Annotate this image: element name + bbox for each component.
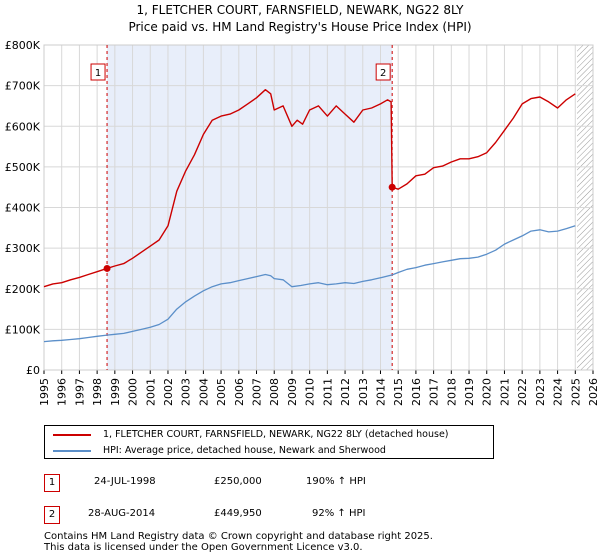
x-tick-label: 2012 — [339, 378, 352, 406]
y-tick-label: £600K — [5, 120, 41, 133]
transaction-price: £449,950 — [214, 508, 262, 519]
legend-swatch-property — [53, 433, 91, 436]
x-tick-label: 2015 — [392, 378, 405, 406]
legend-swatch-hpi — [53, 449, 91, 452]
y-tick-label: £0 — [26, 364, 40, 377]
y-tick-label: £100K — [5, 323, 41, 336]
x-tick-label: 2003 — [180, 378, 193, 406]
x-tick-label: 1995 — [38, 378, 51, 406]
x-tick-label: 2019 — [463, 378, 476, 406]
y-tick-label: £400K — [5, 202, 41, 215]
x-tick-label: 2014 — [374, 378, 387, 406]
sale-point — [388, 183, 396, 191]
footer-copyright: Contains HM Land Registry data © Crown c… — [44, 531, 433, 542]
transaction-price: £250,000 — [214, 476, 262, 487]
hpi-line — [43, 225, 576, 343]
legend-item-property: 1, FLETCHER COURT, FARNSFIELD, NEWARK, N… — [53, 428, 449, 442]
x-tick-label: 1996 — [56, 378, 69, 406]
legend-item-hpi: HPI: Average price, detached house, Newa… — [53, 444, 386, 458]
annotation-badge-label: 1 — [95, 68, 101, 79]
transaction-row: 1 24-JUL-1998 £250,000 190% ↑ HPI — [44, 474, 564, 494]
x-tick-label: 2004 — [197, 378, 210, 406]
x-tick-label: 2002 — [162, 378, 175, 406]
x-tick-label: 2025 — [569, 378, 582, 406]
legend: 1, FLETCHER COURT, FARNSFIELD, NEWARK, N… — [44, 425, 494, 459]
x-tick-label: 2023 — [534, 378, 547, 406]
y-tick-label: £800K — [5, 39, 41, 52]
y-tick-label: £500K — [5, 161, 41, 174]
transaction-badge: 2 — [44, 506, 60, 524]
y-tick-label: £700K — [5, 80, 41, 93]
x-tick-label: 2022 — [516, 378, 529, 406]
x-tick-label: 2009 — [286, 378, 299, 406]
property-price-line — [43, 88, 576, 288]
transaction-row: 2 28-AUG-2014 £449,950 92% ↑ HPI — [44, 506, 564, 526]
x-tick-label: 2026 — [587, 378, 600, 406]
x-tick-label: 2021 — [498, 378, 511, 406]
x-tick-label: 2008 — [268, 378, 281, 406]
x-tick-label: 2010 — [304, 378, 317, 406]
x-tick-label: 2007 — [251, 378, 264, 406]
annotation-badge — [90, 63, 106, 81]
x-tick-label: 1998 — [91, 378, 104, 406]
x-tick-label: 2016 — [410, 378, 423, 406]
chart-title: 1, FLETCHER COURT, FARNSFIELD, NEWARK, N… — [136, 3, 464, 17]
transaction-badge: 1 — [44, 474, 60, 492]
transaction-date: 24-JUL-1998 — [94, 476, 156, 487]
transaction-hpi: 92% ↑ HPI — [312, 508, 366, 519]
x-tick-label: 2005 — [215, 378, 228, 406]
price-chart: £0 £100K £200K £300K £400K £500K £600K £700K £80… — [5, 39, 600, 406]
x-tick-label: 1999 — [109, 378, 122, 406]
x-tick-label: 2013 — [357, 378, 370, 406]
chart-subtitle: Price paid vs. HM Land Registry's House … — [128, 20, 472, 34]
x-tick-label: 2006 — [233, 378, 246, 406]
transaction-hpi: 190% ↑ HPI — [306, 476, 366, 487]
x-tick-label: 2020 — [481, 378, 494, 406]
y-tick-label: £200K — [5, 283, 41, 296]
legend-label-hpi: HPI: Average price, detached house, Newa… — [103, 445, 386, 456]
plot-frame — [43, 44, 594, 371]
annotation-badge — [375, 63, 391, 81]
transaction-date: 28-AUG-2014 — [88, 508, 156, 519]
sale-point — [103, 264, 111, 272]
annotation-badge-label: 2 — [380, 68, 386, 79]
x-tick-label: 2000 — [127, 378, 140, 406]
y-tick-label: £300K — [5, 242, 41, 255]
footer-license: This data is licensed under the Open Gov… — [44, 542, 363, 553]
x-tick-label: 2018 — [445, 378, 458, 406]
x-tick-label: 2017 — [428, 378, 441, 406]
legend-label-property: 1, FLETCHER COURT, FARNSFIELD, NEWARK, N… — [103, 429, 449, 440]
x-tick-label: 2011 — [321, 378, 334, 406]
x-tick-label: 2001 — [144, 378, 157, 406]
x-tick-label: 1997 — [73, 378, 86, 406]
x-tick-label: 2024 — [552, 378, 565, 406]
